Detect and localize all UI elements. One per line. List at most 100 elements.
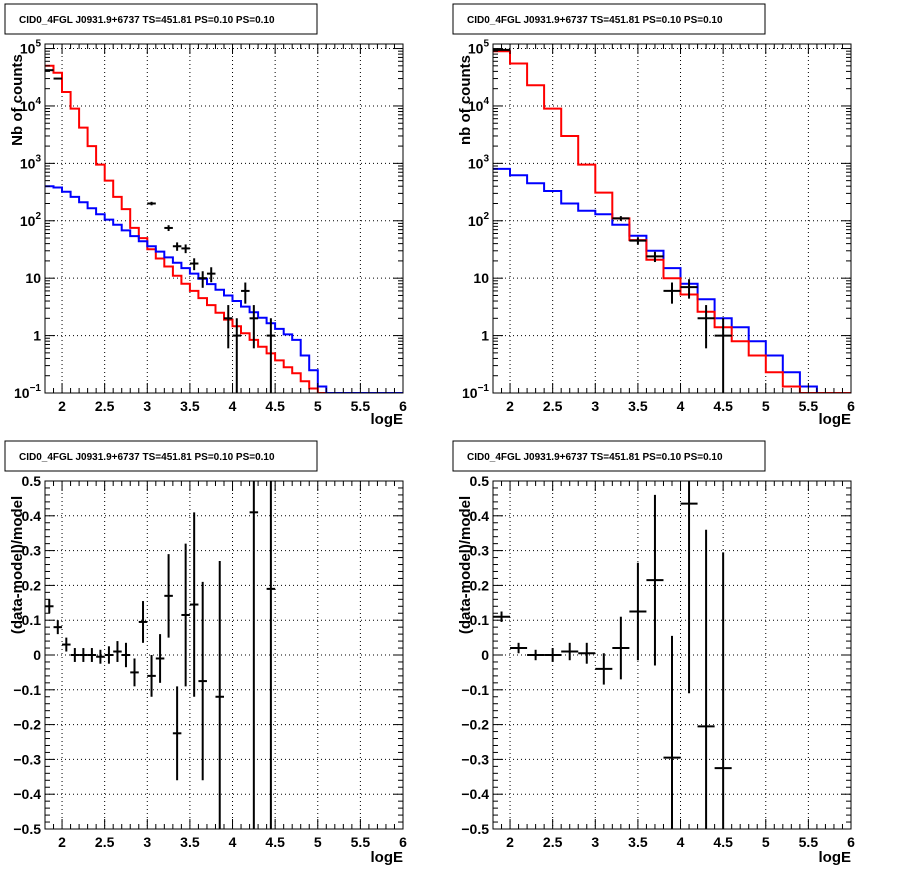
x-tick-label: 5: [314, 834, 322, 850]
x-tick-label: 4: [677, 398, 685, 414]
data-point: [612, 616, 630, 680]
data-point: [206, 267, 216, 283]
data-point: [87, 648, 97, 662]
x-axis: 2 2.5 3 3.5 4 4.5 5 5.5 6: [492, 44, 855, 414]
data-point: [147, 201, 156, 206]
y-tick-base: 10: [20, 98, 36, 114]
x-axis-label: logE: [371, 849, 404, 866]
data-point: [70, 648, 80, 662]
x-tick-label: 6: [847, 834, 855, 850]
x-tick-label: 5: [762, 834, 770, 850]
x-tick-label: 3.5: [180, 398, 200, 414]
data-point: [104, 646, 114, 664]
y-tick-label: −0.5: [13, 821, 41, 837]
y-tick-label: 10−1: [14, 383, 41, 401]
x-tick-label: 2.5: [95, 398, 115, 414]
grid: [493, 44, 852, 394]
data-point: [249, 481, 259, 829]
x-tick-label: 3: [591, 398, 599, 414]
x-tick-label: 3: [143, 834, 151, 850]
data-point: [241, 282, 250, 304]
chart-title-box: [4, 3, 318, 35]
plot-area: [45, 481, 276, 829]
x-tick-label: 4.5: [713, 834, 733, 850]
data-point: [172, 686, 182, 781]
data-point: [130, 658, 139, 687]
plot-area: [45, 64, 403, 393]
grid: [45, 44, 404, 394]
y-tick-label: 0: [481, 647, 489, 663]
y-axis-label: Nb of counts: [9, 54, 26, 146]
y-tick-label: 102: [20, 211, 42, 229]
data-point: [198, 581, 207, 781]
data-point: [232, 318, 242, 393]
chart-title-box: [4, 440, 318, 472]
data-point: [663, 635, 681, 829]
x-tick-label: 3.5: [628, 834, 648, 850]
y-tick-base: 10: [20, 41, 36, 57]
data-point: [53, 620, 63, 635]
x-tick-label: 2: [506, 834, 514, 850]
x-tick-label: 2.5: [543, 398, 563, 414]
y-tick-label: 0.4: [22, 508, 42, 524]
data-point: [249, 305, 259, 349]
y-tick-label: 103: [20, 153, 42, 171]
x-tick-label: 2.5: [543, 834, 563, 850]
x-tick-label: 3.5: [180, 834, 200, 850]
x-tick-label: 2: [58, 398, 66, 414]
y-tick-base: 10: [20, 213, 36, 229]
y-tick-exponent: 4: [35, 96, 41, 107]
data-point: [646, 494, 664, 666]
x-tick-label: 5: [314, 398, 322, 414]
data-point: [510, 642, 528, 654]
chart-title-box: [452, 3, 766, 35]
data-point: [172, 242, 182, 251]
data-point: [714, 318, 732, 393]
series-line-red: [45, 64, 403, 393]
data-point: [544, 648, 562, 662]
x-tick-label: 5.5: [799, 398, 819, 414]
data-point: [215, 561, 224, 829]
chart-title-box: [452, 440, 766, 472]
data-point: [147, 655, 156, 697]
y-axis-label: (data-model)/model: [9, 496, 26, 634]
x-tick-label: 6: [399, 834, 407, 850]
x-tick-label: 4.5: [265, 834, 285, 850]
data-point: [189, 258, 199, 271]
x-tick-label: 6: [847, 398, 855, 414]
y-tick-label: 104: [468, 96, 490, 114]
series-line-blue: [45, 185, 403, 393]
x-axis: 2 2.5 3 3.5 4 4.5 5 5.5 6: [492, 481, 855, 850]
x-tick-label: 3.5: [628, 398, 648, 414]
y-axis: −0.5 −0.4 −0.3 −0.2 −0.1 0 0.1 0.2 0.3 0.4 0.5: [461, 473, 851, 837]
data-point: [680, 481, 698, 694]
data-point: [629, 237, 647, 245]
data-point: [646, 251, 664, 263]
y-axis: −0.5 −0.4 −0.3 −0.2 −0.1 0 0.1 0.2 0.3 0.4 0.5: [13, 473, 403, 837]
y-tick-label: 0: [33, 647, 41, 663]
data-point: [612, 216, 630, 221]
y-tick-label: −0.4: [461, 786, 489, 802]
x-tick-label: 5: [762, 398, 770, 414]
data-point: [164, 554, 173, 638]
y-tick-label: 105: [468, 39, 490, 57]
y-tick-label: 0.2: [470, 577, 490, 593]
data-point: [578, 642, 596, 664]
x-tick-label: 6: [399, 398, 407, 414]
chart-panel-3: CID0_4FGL J0931.9+6737 TS=451.81 PS=0.10…: [4, 440, 407, 866]
y-tick-exponent: 3: [35, 153, 41, 164]
y-tick-exponent: 2: [35, 211, 41, 222]
chart-panel-2: CID0_4FGL J0931.9+6737 TS=451.81 PS=0.10…: [452, 3, 855, 428]
x-axis-label: logE: [819, 849, 852, 866]
x-tick-label: 4.5: [265, 398, 285, 414]
y-tick-base: 10: [468, 41, 484, 57]
y-tick-label: 1: [33, 328, 41, 344]
plot-area: [493, 48, 851, 393]
y-tick-exponent: 4: [483, 96, 489, 107]
x-tick-label: 4: [229, 834, 237, 850]
y-axis-label: (data-model)/model: [457, 496, 474, 634]
data-point: [181, 543, 190, 687]
y-tick-base: 10: [462, 385, 478, 401]
series-line-blue: [493, 167, 851, 393]
data-point: [266, 318, 276, 393]
